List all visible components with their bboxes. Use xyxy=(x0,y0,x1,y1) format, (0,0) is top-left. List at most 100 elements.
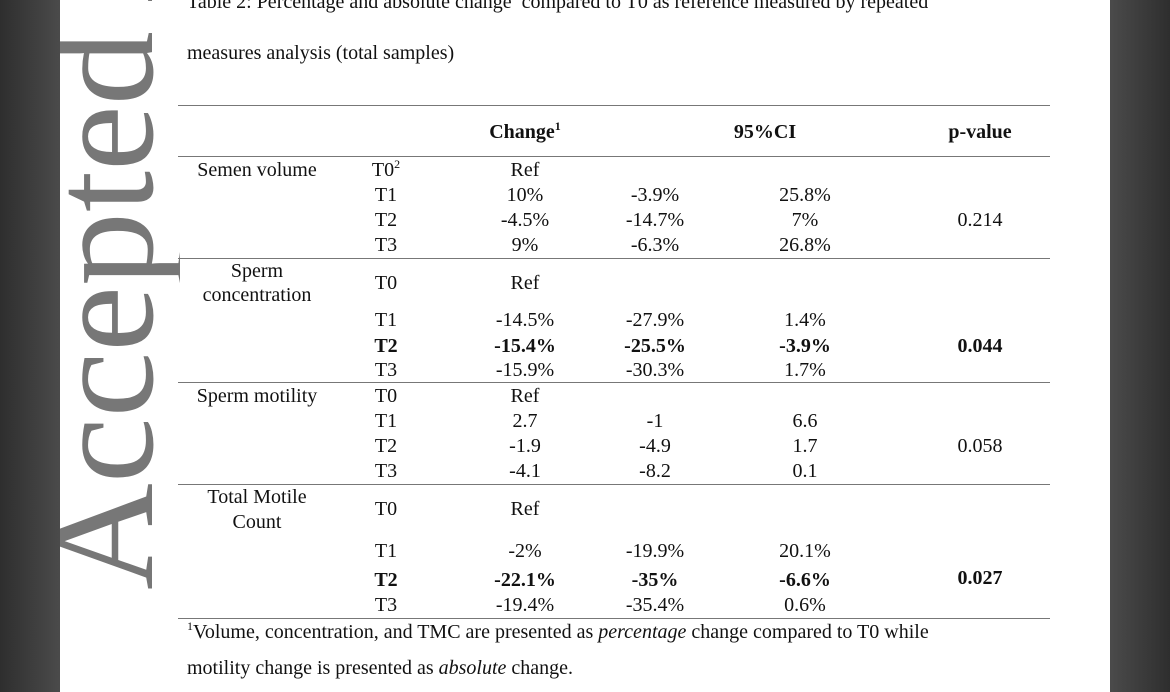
time-cell: T2 xyxy=(374,334,397,358)
value-cell: Ref xyxy=(510,272,540,294)
value-cell: 0.6% xyxy=(784,594,826,616)
time-text: T3 xyxy=(374,460,398,482)
time-text: T2 xyxy=(374,435,398,457)
value-cell: 7% xyxy=(791,209,819,231)
value-cell: 10% xyxy=(506,184,544,206)
superscript: 1 xyxy=(554,119,561,133)
value-cell: -3.9% xyxy=(779,335,831,357)
value-cell: -15.9% xyxy=(495,359,555,381)
time-cell: T3 xyxy=(375,233,397,257)
value-cell: -2% xyxy=(508,540,542,562)
p-value-cell: 0.044 xyxy=(957,335,1003,357)
watermark: Accepted A xyxy=(60,0,180,590)
row-label: Semen volume xyxy=(197,159,317,181)
p-value-cell: 0.058 xyxy=(957,435,1003,457)
row-label: Total Motile xyxy=(207,486,307,508)
time-cell: T2 xyxy=(374,568,397,592)
value-cell: -27.9% xyxy=(625,309,685,331)
value-cell: -1.9 xyxy=(509,435,541,457)
time-text: T3 xyxy=(374,234,398,256)
footnote-text: Volume, concentration, and TMC are prese… xyxy=(193,621,599,643)
row-label: Count xyxy=(232,511,282,533)
time-text: T0 xyxy=(374,272,398,294)
value-cell: 2.7 xyxy=(512,410,538,432)
time-text: T1 xyxy=(374,540,398,562)
value-cell: -6.6% xyxy=(779,569,831,591)
header-cell: p-value xyxy=(948,121,1012,143)
caption-line: Table 2: Percentage and absolute change … xyxy=(187,0,929,13)
time-text: T1 xyxy=(374,410,398,432)
time-text: T0 xyxy=(374,498,398,520)
time-cell: T1 xyxy=(375,308,397,332)
time-cell: T1 xyxy=(375,183,397,207)
value-cell: -30.3% xyxy=(625,359,685,381)
row-label: Sperm motility xyxy=(196,385,318,407)
footnote-text: absolute xyxy=(438,657,507,679)
value-cell: Ref xyxy=(510,498,540,520)
document-page: Accepted A Table 2: Percentage and absol… xyxy=(60,0,1110,692)
value-cell: Ref xyxy=(510,385,540,407)
value-cell: 9% xyxy=(511,234,539,256)
time-text: T1 xyxy=(374,309,398,331)
time-text: T0 xyxy=(371,159,395,181)
watermark-layer: Accepted A xyxy=(60,0,180,590)
rule xyxy=(178,484,1050,485)
time-text: T2 xyxy=(374,335,398,357)
value-cell: -14.5% xyxy=(495,309,555,331)
rule xyxy=(178,258,1050,259)
value-cell: -8.2 xyxy=(639,460,671,482)
value-cell: -22.1% xyxy=(494,569,556,591)
caption-line: measures analysis (total samples) xyxy=(187,42,455,64)
value-cell: -35% xyxy=(631,569,679,591)
superscript: 1 xyxy=(187,619,193,633)
header-cell: 95%CI xyxy=(733,121,797,143)
row-label: Sperm xyxy=(230,260,284,282)
p-value-cell: 0.214 xyxy=(957,209,1003,231)
value-cell: -35.4% xyxy=(625,594,685,616)
time-text: T3 xyxy=(374,359,398,381)
value-cell: 1.7 xyxy=(792,435,818,457)
value-cell: 1.4% xyxy=(784,309,826,331)
time-text: T0 xyxy=(374,385,398,407)
value-cell: -19.4% xyxy=(495,594,555,616)
footnote-text: change compared to T0 while xyxy=(686,621,929,643)
value-cell: 26.8% xyxy=(779,234,831,256)
time-cell: T0 xyxy=(375,384,397,408)
time-text: T2 xyxy=(374,209,398,231)
value-cell: 1.7% xyxy=(784,359,826,381)
value-cell: Ref xyxy=(510,159,540,181)
value-cell: 6.6 xyxy=(792,410,818,432)
value-cell: -14.7% xyxy=(625,209,685,231)
time-cell: T2 xyxy=(375,434,397,458)
time-cell: T2 xyxy=(375,208,397,232)
header-cell: Change1 xyxy=(489,120,561,144)
rule xyxy=(178,156,1050,157)
footnote-text: percentage xyxy=(598,621,687,643)
rule xyxy=(178,618,1050,619)
value-cell: 20.1% xyxy=(779,540,831,562)
value-cell: -15.4% xyxy=(494,335,556,357)
value-cell: -3.9% xyxy=(630,184,680,206)
time-cell: T3 xyxy=(375,459,397,483)
footnote-line: motility change is presented as absolute… xyxy=(187,656,573,680)
rule xyxy=(178,105,1050,106)
time-text: T2 xyxy=(374,569,398,591)
value-cell: -25.5% xyxy=(624,335,686,357)
footnote-text: change. xyxy=(506,657,574,679)
time-text: T3 xyxy=(374,594,398,616)
footnote-text: motility change is presented as xyxy=(187,657,439,679)
rule xyxy=(178,382,1050,383)
time-cell: T02 xyxy=(372,158,400,182)
value-cell: -19.9% xyxy=(625,540,685,562)
value-cell: -4.9 xyxy=(639,435,671,457)
value-cell: -4.1 xyxy=(509,460,541,482)
p-value-cell: 0.027 xyxy=(957,567,1003,589)
time-cell: T3 xyxy=(375,593,397,617)
footnote-line: 1Volume, concentration, and TMC are pres… xyxy=(187,620,929,644)
header-text: Change xyxy=(489,121,555,143)
value-cell: 0.1 xyxy=(792,460,818,482)
time-cell: T1 xyxy=(375,539,397,563)
value-cell: -4.5% xyxy=(500,209,550,231)
row-label: concentration xyxy=(202,284,312,306)
